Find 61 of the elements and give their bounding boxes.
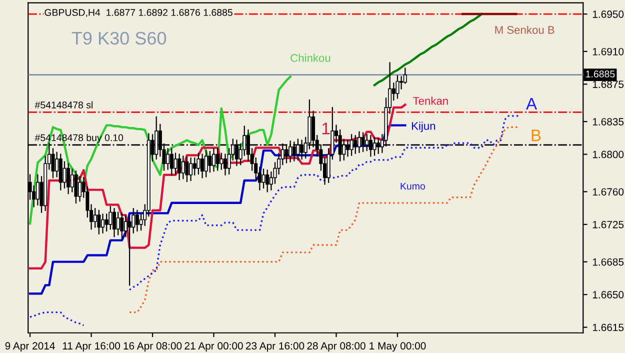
- candlestick: [132, 208, 136, 234]
- x-tick-label: 23 Apr 16:00: [246, 342, 304, 352]
- candlestick: [185, 156, 189, 182]
- candlestick: [36, 174, 40, 206]
- candlestick: [32, 186, 36, 208]
- candlestick: [223, 154, 228, 176]
- annotation: A: [526, 98, 538, 110]
- annotation: T9 K30 S60: [72, 32, 166, 45]
- candlestick: [112, 208, 116, 238]
- candlestick: [361, 132, 365, 152]
- candlestick: [166, 148, 170, 170]
- text: GBPUSD,H4 1.6877 1.6892 1.6876 1.6885: [44, 9, 232, 18]
- candlestick: [403, 68, 407, 84]
- annotation: B: [532, 130, 541, 142]
- x-tick-label: 11 Apr 16:00: [62, 342, 120, 352]
- annotation: Chinkou: [290, 54, 330, 62]
- candlestick: [120, 212, 124, 239]
- candlestick: [58, 154, 62, 190]
- y-tick-label: 1.6760: [592, 188, 624, 196]
- candlestick: [101, 214, 105, 234]
- candlestick: [104, 214, 108, 232]
- x-tick-label: 28 Apr 08:00: [307, 342, 366, 352]
- ref-line-label: #54148478 sl: [34, 101, 93, 108]
- candlestick: [51, 148, 55, 178]
- annotation: Tenkan: [412, 96, 448, 105]
- candlestick: [189, 157, 193, 182]
- candlestick: [273, 162, 277, 184]
- y-tick-label: 1.6615: [592, 324, 624, 332]
- ref-line-label: 1.6885: [586, 70, 615, 78]
- candlestick: [135, 210, 139, 232]
- y-tick-label: 1.6835: [592, 118, 624, 126]
- y-tick-label: 1.6650: [592, 291, 624, 298]
- x-tick-label: 1 May 00:00: [370, 342, 426, 352]
- y-tick-label: 1.6910: [592, 48, 624, 56]
- y-tick-label: 1.6950: [592, 10, 624, 18]
- candlestick: [78, 176, 82, 202]
- candlestick: [200, 154, 204, 178]
- candlestick: [170, 148, 174, 176]
- annotation: M Senkou B: [495, 26, 554, 34]
- candlestick: [266, 170, 270, 192]
- y-tick-label: 1.6685: [592, 258, 624, 266]
- candlestick: [269, 172, 273, 190]
- y-tick-label: 1.6725: [592, 220, 624, 228]
- x-tick-label: 16 Apr 08:00: [124, 342, 182, 352]
- candlestick: [227, 148, 231, 174]
- line-series: [373, 12, 483, 86]
- candlestick: [74, 170, 78, 204]
- candlestick: [66, 163, 70, 194]
- annotation: Kumo: [400, 182, 425, 190]
- x-tick-label: 9 Apr 2014: [5, 342, 55, 352]
- annotation: Kijun: [412, 122, 436, 132]
- candlestick: [212, 148, 216, 172]
- candlestick: [93, 208, 97, 228]
- candlestick: [116, 212, 120, 236]
- x-tick-label: 21 Apr 00:00: [184, 342, 243, 352]
- line-series: [28, 76, 292, 225]
- y-tick-label: 1.6800: [592, 150, 624, 158]
- candlestick: [178, 154, 182, 180]
- candlestick: [216, 148, 220, 171]
- candlestick: [44, 156, 48, 211]
- annotation: 1: [322, 122, 330, 134]
